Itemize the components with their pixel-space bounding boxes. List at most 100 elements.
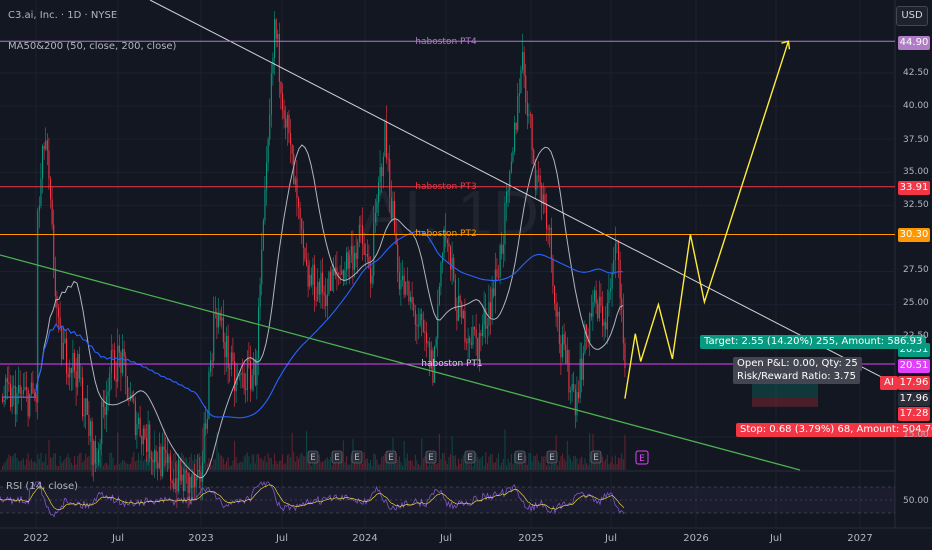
volume-bar [530, 453, 532, 470]
volume-bar [5, 461, 7, 470]
candle-body [541, 185, 543, 205]
candle-body [194, 474, 196, 488]
candle-body [406, 281, 408, 283]
volume-bar [32, 462, 34, 470]
candle-body [176, 478, 178, 492]
volume-bar [224, 464, 226, 470]
candle-body [373, 223, 375, 276]
volume-bar [35, 462, 37, 470]
candle-body [533, 149, 535, 164]
volume-bar [539, 462, 541, 470]
volume-bar [123, 460, 125, 470]
candle-body [61, 327, 63, 360]
candle-body [162, 446, 164, 477]
y-tick: 35.00 [903, 167, 929, 177]
candle-body [538, 175, 540, 177]
volume-bar [59, 455, 61, 470]
volume-bar [293, 452, 295, 470]
volume-bar [467, 460, 469, 470]
volume-bar [442, 453, 444, 470]
candle-body [574, 389, 576, 416]
volume-bar [109, 453, 111, 470]
volume-bar [237, 463, 239, 470]
volume-bar [538, 460, 540, 470]
volume-bar [37, 453, 39, 470]
candle-body [562, 334, 564, 358]
volume-bar [501, 462, 503, 470]
volume-bar [603, 461, 605, 470]
candle-body [205, 423, 207, 429]
candle-body [98, 449, 100, 463]
volume-bar [338, 457, 340, 470]
candle-body [77, 353, 79, 388]
volume-bar [266, 462, 268, 470]
candle-body [378, 181, 380, 203]
candle-body [38, 205, 40, 212]
projection-path [624, 40, 790, 399]
volume-bar [146, 456, 148, 470]
volume-bar [445, 460, 447, 470]
volume-bar [72, 465, 74, 470]
candle-body [304, 248, 306, 260]
x-tick: 2023 [188, 533, 214, 544]
rsi-legend[interactable]: RSI (14, close) [6, 481, 79, 492]
candle-body [590, 313, 592, 317]
candle-body [370, 268, 372, 284]
volume-bar [411, 460, 413, 470]
volume-bar [622, 459, 624, 470]
candle-body [371, 275, 373, 284]
volume-bar [259, 458, 261, 470]
candle-body [190, 476, 192, 488]
y-tick: 42.50 [903, 68, 929, 78]
candle-body [512, 151, 514, 162]
volume-bar [210, 459, 212, 470]
earnings-marker [331, 450, 343, 464]
volume-bar [88, 455, 90, 470]
candle-body [507, 190, 509, 192]
stop-label[interactable]: Stop: 0.68 (3.79%) 68, Amount: 504.76 [736, 423, 932, 437]
candle-body [550, 227, 552, 259]
volume-bar [350, 455, 352, 470]
candle-body [360, 224, 362, 226]
candle-body [614, 243, 616, 260]
candle-body [91, 421, 93, 465]
candle-body [411, 296, 413, 304]
candle-body [138, 417, 140, 425]
candle-body [318, 281, 320, 295]
candle-body [504, 202, 506, 245]
target-label[interactable]: Target: 2.55 (14.20%) 255, Amount: 586.9… [700, 335, 927, 349]
pnl-label: Open P&L: 0.00, Qty: 25 [733, 357, 862, 371]
volume-bar [379, 464, 381, 470]
volume-bar [229, 465, 231, 470]
volume-bar [24, 465, 26, 470]
volume-bar [410, 460, 412, 470]
volume-bar [469, 464, 471, 470]
volume-bar [125, 462, 127, 470]
volume-bar [374, 454, 376, 470]
volume-bar [104, 463, 106, 470]
indicator-legend[interactable]: MA50&200 (50, close, 200, close) [8, 41, 177, 52]
volume-bar [280, 460, 282, 470]
candle-body [336, 267, 338, 273]
volume-bar [514, 453, 516, 470]
candle-body [21, 393, 23, 395]
candle-body [42, 145, 44, 179]
currency-button[interactable]: USD [896, 6, 928, 26]
candle-body [128, 400, 130, 401]
volume-bar [562, 453, 564, 470]
candle-body [354, 252, 356, 270]
volume-bar [86, 457, 88, 470]
volume-bar [275, 461, 277, 470]
candle-body [178, 459, 180, 492]
candle-body [254, 359, 256, 386]
volume-bar [387, 460, 389, 470]
volume-bar [54, 453, 56, 470]
x-tick: 2022 [23, 533, 49, 544]
volume-bar [187, 462, 189, 470]
volume-bar [606, 454, 608, 470]
candle-body [453, 257, 455, 280]
candle-body [99, 444, 101, 450]
volume-bar [354, 457, 356, 470]
candle-body [549, 227, 551, 230]
